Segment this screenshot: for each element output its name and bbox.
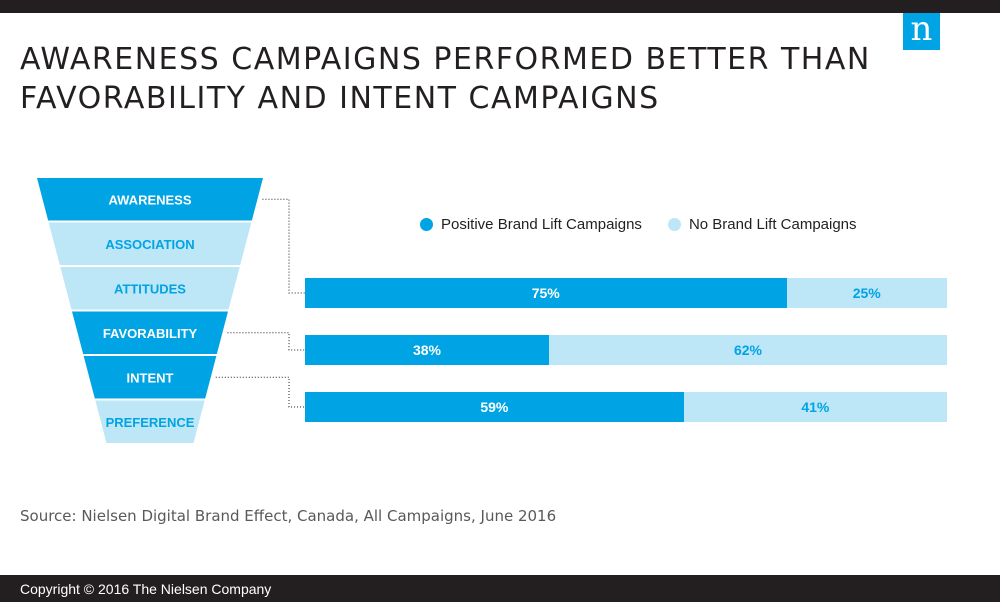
funnel-label-association: ASSOCIATION [105,237,194,252]
title-line-1: AWARENESS CAMPAIGNS PERFORMED BETTER THA… [20,42,871,77]
top-bar [0,0,1000,13]
bar-negative-awareness: 25% [786,278,947,308]
bar-row-awareness: 75% 25% [305,278,947,308]
title-line-2: FAVORABILITY AND INTENT CAMPAIGNS [20,81,660,116]
funnel-stage-favorability [72,311,228,354]
bar-positive-favorability: 38% [305,335,549,365]
bar-row-favorability: 38% 62% [305,335,947,365]
chart-title: AWARENESS CAMPAIGNS PERFORMED BETTER THA… [20,40,900,118]
funnel-diagram: AWARENESS ASSOCIATION ATTITUDES FAVORABILIT… [37,178,263,443]
data-label: 62% [733,342,762,358]
funnel-label-favorability: FAVORABILITY [103,326,198,341]
copyright-text: Copyright © 2016 The Nielsen Company [20,581,272,597]
legend-item-positive: Positive Brand Lift Campaigns [420,216,642,233]
bar-row-intent: 59% 41% [305,392,947,422]
legend-marker-negative [667,217,681,231]
legend-label-positive: Positive Brand Lift Campaigns [441,215,642,233]
source-note: Source: Nielsen Digital Brand Effect, Ca… [20,507,557,525]
funnel-label-preference: PREFERENCE [106,415,195,430]
funnel-stage-preference [95,400,205,443]
data-label: 59% [480,399,509,415]
footer-bar: Copyright © 2016 The Nielsen Company [0,575,1000,602]
legend-item-negative: No Brand Lift Campaigns [667,215,857,233]
chart-legend: Positive Brand Lift Campaigns No Brand L… [420,213,883,235]
bar-positive-awareness: 75% [305,278,787,308]
logo-letter: n [910,9,933,49]
legend-label-negative: No Brand Lift Campaigns [688,215,857,233]
nielsen-logo: n [903,9,940,50]
funnel-label-attitudes: ATTITUDES [114,281,186,296]
data-label: 25% [852,285,881,301]
bar-negative-favorability: 62% [548,335,947,365]
data-label: 38% [412,342,441,358]
funnel-label-awareness: AWARENESS [108,192,191,207]
funnel-stage-intent [83,356,217,399]
funnel-label-intent: INTENT [127,370,174,385]
funnel-stage-attitudes [60,267,240,310]
data-label: 75% [531,285,560,301]
data-label: 41% [801,399,830,415]
bar-negative-intent: 41% [683,392,947,422]
bar-positive-intent: 59% [305,392,684,422]
funnel-stage-awareness [37,178,263,221]
funnel-stage-association [48,222,252,265]
legend-marker-positive [420,217,433,231]
